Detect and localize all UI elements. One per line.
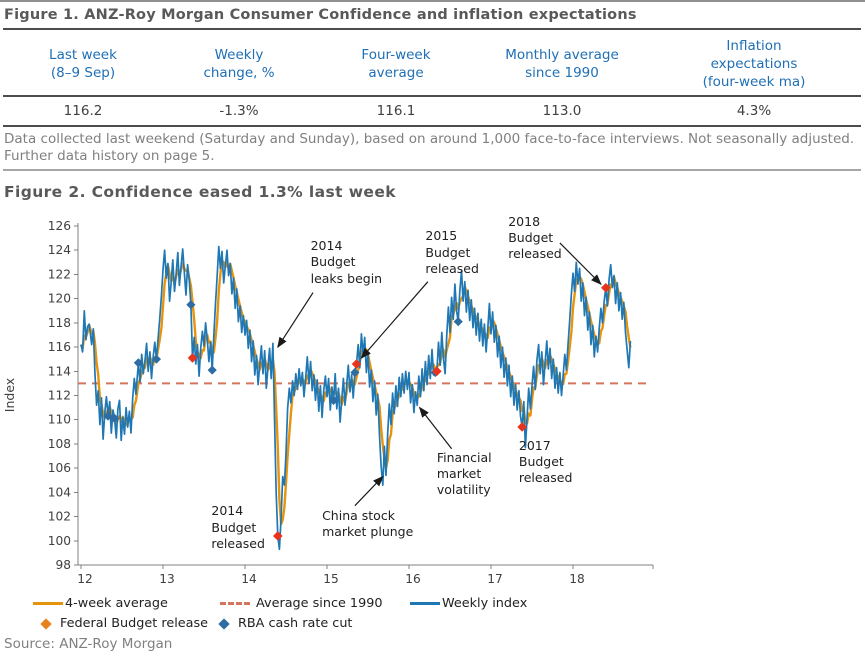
figure1-table-bottom-rule [3, 125, 861, 127]
svg-text:98: 98 [55, 558, 71, 572]
legend-label: Average since 1990 [256, 596, 383, 611]
figure2-title: Figure 2. Confidence eased 1.3% last wee… [4, 183, 396, 201]
legend-swatch-diamond [218, 617, 230, 630]
figure1-title-rule [3, 28, 861, 30]
table-header-cell-0: Last week (8–9 Sep) [49, 46, 117, 81]
tick-labels: 98 100 102 104 106 108 110 112 114 116 118 120 122 12… [48, 219, 585, 586]
svg-text:124: 124 [48, 243, 72, 257]
figure1-table-value-row: 116.2 -1.3% 116.1 113.0 4.3% [3, 101, 861, 121]
svg-text:114: 114 [48, 364, 72, 378]
annotation-arrow-1 [360, 281, 429, 359]
svg-text:120: 120 [48, 292, 71, 306]
legend-label: Weekly index [442, 596, 528, 611]
table-header-cell-4: Inflation expectations (four-week ma) [702, 37, 806, 91]
svg-text:18: 18 [569, 572, 585, 586]
legend-item-average-since-1990: Average since 1990 [220, 596, 383, 611]
table-value-cell-2: 116.1 [376, 102, 416, 119]
svg-text:106: 106 [48, 461, 71, 475]
legend-swatch-diamond [40, 617, 52, 630]
table-value-cell-4: 4.3% [736, 102, 772, 119]
table-header-cell-1: Weekly change, % [203, 46, 275, 81]
svg-text:112: 112 [48, 389, 71, 403]
annotation-arrow-2 [559, 242, 602, 285]
annotation-arrow-3 [418, 406, 453, 450]
svg-text:108: 108 [48, 437, 71, 451]
table-value-cell-0: 116.2 [63, 102, 103, 119]
legend-item-federal-budget-release: Federal Budget release [40, 616, 208, 631]
figure1-note: Data collected last weekend (Saturday an… [4, 131, 855, 164]
annotation-2: 2018 Budget released [508, 213, 562, 262]
legend-item-rba-cash-rate-cut: RBA cash rate cut [218, 616, 352, 631]
rba-cash-rate-cut-markers [103, 300, 463, 424]
figure1-table-mid-rule [3, 95, 861, 97]
svg-text:122: 122 [48, 267, 71, 281]
figure2-chart-svg: 98 100 102 104 106 108 110 112 114 116 118 120 122 12… [2, 219, 654, 586]
source-label: Source: ANZ-Roy Morgan [4, 636, 173, 652]
legend-item-weekly-index: Weekly index [410, 596, 527, 611]
federal-budget-release-markers [187, 282, 611, 541]
top-rule [0, 0, 865, 2]
svg-text:14: 14 [241, 572, 257, 586]
legend-label: Federal Budget release [60, 616, 209, 631]
legend-label: 4-week average [65, 596, 168, 611]
annotation-5: 2014 Budget released [211, 503, 265, 551]
y-axis-title: Index [2, 378, 17, 412]
legend-item-4-week-average: 4-week average [33, 596, 168, 611]
table-header-cell-2: Four-week average [361, 46, 431, 81]
table-header-cell-3: Monthly average since 1990 [505, 46, 619, 81]
table-value-cell-3: 113.0 [542, 102, 582, 119]
annotation-3: Financial market volatility [436, 449, 492, 498]
svg-text:13: 13 [159, 572, 175, 586]
figure1-title: Figure 1. ANZ-Roy Morgan Consumer Confid… [4, 7, 637, 23]
section-divider-rule [3, 169, 861, 171]
annotation-6: 2017 Budget released [518, 437, 573, 486]
annotation-arrow-0 [277, 292, 314, 349]
svg-text:118: 118 [48, 316, 71, 330]
legend-swatch-line [410, 602, 440, 605]
annotation-4: China stock market plunge [322, 508, 414, 540]
svg-text:100: 100 [48, 534, 71, 548]
svg-text:110: 110 [48, 413, 71, 427]
legend-label: RBA cash rate cut [238, 616, 353, 631]
svg-text:102: 102 [48, 510, 71, 524]
annotation-arrow-4 [354, 475, 384, 507]
figure2-chart: 98 100 102 104 106 108 110 112 114 116 118 120 122 12… [0, 205, 680, 597]
annotation-0: 2014 Budget leaks begin [310, 238, 383, 286]
svg-text:116: 116 [48, 340, 71, 354]
table-value-cell-1: -1.3% [219, 102, 259, 119]
annotation-1: 2015 Budget released [425, 228, 479, 276]
svg-text:104: 104 [48, 485, 72, 499]
svg-text:126: 126 [48, 219, 71, 233]
legend-swatch-line [33, 602, 63, 605]
legend-swatch-dash [220, 602, 250, 605]
axes [74, 223, 654, 569]
svg-text:17: 17 [487, 572, 503, 586]
figure1-table-header-row: Last week (8–9 Sep) Weekly change, % Four-… [3, 36, 861, 92]
svg-text:16: 16 [405, 572, 421, 586]
svg-text:12: 12 [77, 572, 93, 586]
svg-text:15: 15 [323, 572, 339, 586]
